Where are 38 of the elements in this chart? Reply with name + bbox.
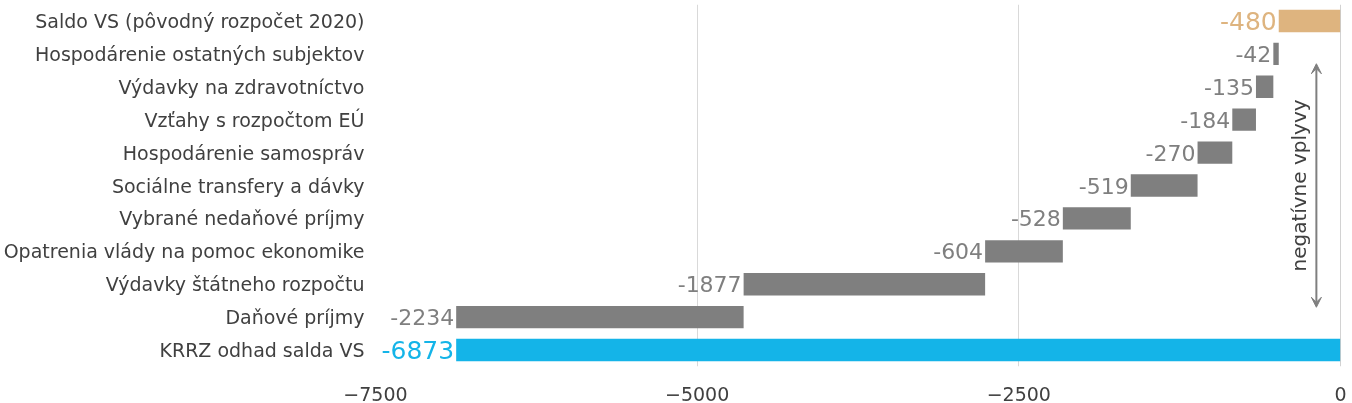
y-tick-label: Daňové príjmy [225,306,365,329]
data-label: -6873 [381,336,455,366]
data-label: -480 [1220,6,1277,36]
data-label: -528 [1010,206,1061,232]
bar [456,338,1341,362]
y-tick-label: Opatrenia vlády na pomoc ekonomike [3,240,365,263]
y-tick-label: Výdavky na zdravotníctvo [118,75,365,98]
bar [1255,75,1274,98]
bar [1062,207,1131,230]
bar [1197,141,1233,164]
y-tick-label: Hospodárenie samospráv [122,141,365,164]
bar [743,273,986,296]
y-tick-label: Hospodárenie ostatných subjektov [35,42,365,65]
data-label: -42 [1235,41,1272,67]
bar [985,240,1063,263]
y-tick-label: Saldo VS (pôvodný rozpočet 2020) [35,9,365,32]
x-tick-label: −5000 [665,382,730,403]
x-tick-label: 0 [1334,382,1347,403]
y-tick-label: Vybrané nedaňové príjmy [119,207,365,230]
annotation: negatívne vplyvy [1286,99,1311,272]
data-label: -184 [1180,107,1231,133]
bar [1130,174,1198,197]
data-label: -270 [1145,140,1196,166]
data-label: -1877 [677,272,742,298]
y-tick-label: KRRZ odhad salda VS [159,339,365,362]
data-label: -519 [1078,173,1129,199]
y-tick-label: Vzťahy s rozpočtom EÚ [144,107,365,131]
data-label: -135 [1204,74,1254,100]
bar [1278,9,1341,33]
y-tick-label: Sociálne transfery a dávky [111,174,365,197]
data-label: -2234 [390,305,455,331]
y-tick-label: Výdavky štátneho rozpočtu [105,273,365,296]
x-tick-label: −7500 [343,382,408,403]
bar [456,305,744,329]
data-label: -604 [933,239,984,265]
bar [1273,42,1279,66]
bar [1232,108,1256,131]
x-tick-label: −2500 [986,382,1051,403]
